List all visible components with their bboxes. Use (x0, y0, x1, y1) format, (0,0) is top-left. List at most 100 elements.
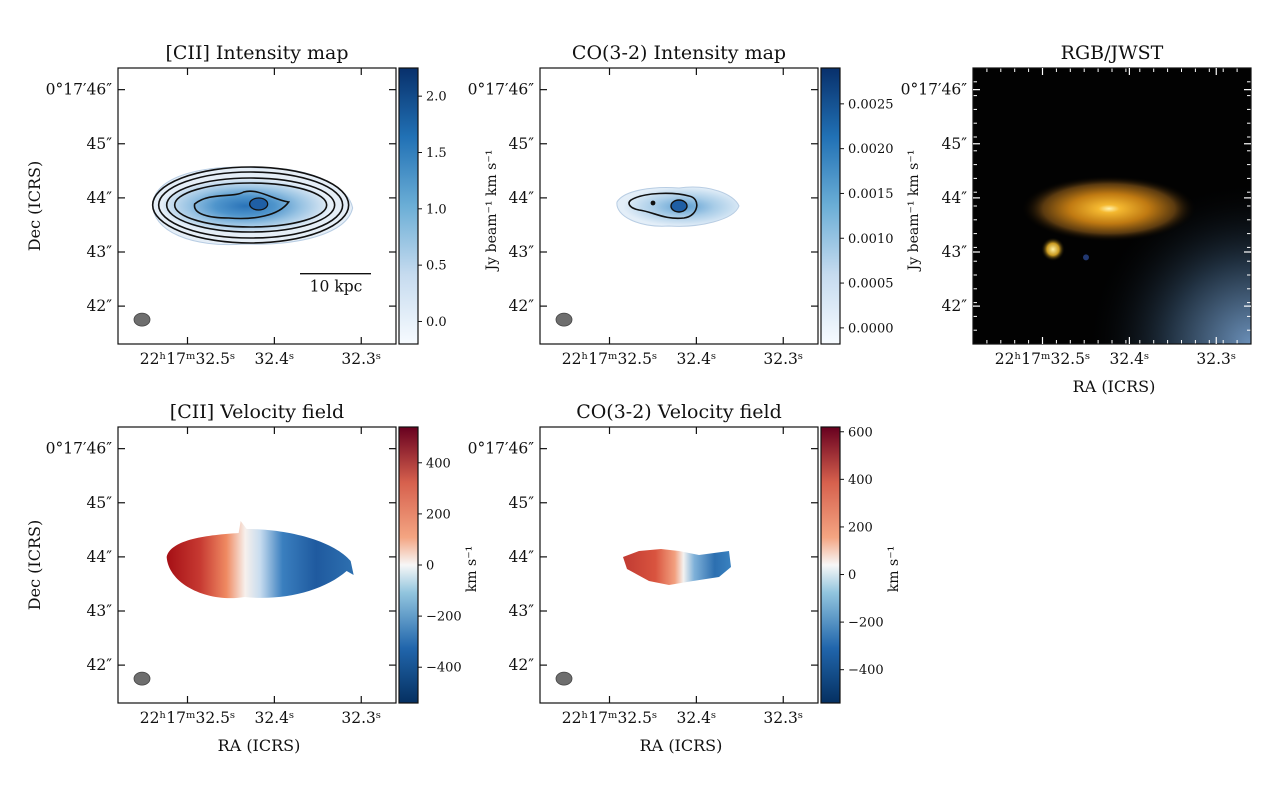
xtick-label: 32.3ˢ (341, 350, 381, 368)
y-axis-label: Dec (ICRS) (25, 161, 44, 251)
panel-title: [CII] Intensity map (165, 42, 348, 64)
ytick-label: 0°17′46″ (901, 81, 968, 99)
colorbar-label: km s⁻¹ (886, 546, 902, 592)
colorbar-tick-label: 400 (848, 473, 873, 488)
contour-inner (193, 190, 291, 220)
panel-title: [CII] Velocity field (170, 401, 344, 423)
xtick-label: 32.3ˢ (1196, 350, 1236, 368)
colorbar-tick-label: 200 (426, 507, 451, 522)
colorbar: −400 −200 0 200 400 600 km s⁻¹ (820, 425, 902, 704)
colorbar-frame (820, 67, 841, 345)
xtick-label: 32.4ˢ (677, 350, 717, 368)
xtick-label: 32.4ˢ (255, 350, 295, 368)
ytick-label: 43″ (508, 243, 534, 261)
colorbar-label: Jy beam⁻¹ km s⁻¹ (484, 150, 500, 273)
contour-0 (151, 166, 350, 244)
colorbar-tick-label: 0.0005 (848, 277, 894, 292)
colorbar-tick-label: 1.0 (426, 202, 447, 217)
ytick-label: 42″ (508, 656, 534, 674)
plot-frame (117, 426, 397, 704)
panel-title: CO(3-2) Velocity field (576, 401, 782, 423)
xtick-label: 32.3ˢ (763, 350, 803, 368)
colorbar-gradient (821, 427, 840, 703)
colorbar-tick-label: 200 (848, 520, 873, 535)
velocity-map (623, 549, 731, 585)
ytick-label: 42″ (941, 297, 967, 315)
colorbar-frame (398, 67, 419, 345)
plot-frame (972, 67, 1252, 345)
colorbar-tick-label: 2.0 (426, 90, 447, 105)
x-axis-label: RA (ICRS) (218, 736, 301, 755)
colorbar-gradient (821, 68, 840, 344)
ytick-label: 44″ (508, 189, 534, 207)
colorbar: 0.0 0.5 1.0 1.5 2.0 Jy beam⁻¹ km s⁻¹ (398, 67, 500, 345)
xtick-label: 22ʰ17ᵐ32.5ˢ (140, 709, 235, 727)
plot-frame (539, 67, 819, 345)
ytick-label: 43″ (508, 602, 534, 620)
blue-source (1083, 254, 1089, 261)
contour-3 (173, 182, 328, 228)
galaxy-image (1021, 175, 1197, 242)
colorbar-gradient (399, 68, 418, 344)
colorbar-tick-label: 1.5 (426, 146, 447, 161)
companion-source (1041, 237, 1065, 262)
colorbar-frame (820, 426, 841, 704)
ytick-label: 0°17′46″ (46, 81, 113, 99)
contour-peak (670, 199, 688, 213)
ytick-label: 45″ (86, 494, 112, 512)
colorbar-tick-label: 0.0000 (848, 321, 894, 336)
xtick-label: 32.3ˢ (763, 709, 803, 727)
ytick-label: 42″ (508, 297, 534, 315)
colorbar-tick-label: 0.0015 (848, 187, 894, 202)
panel-cii-intensity: [CII] Intensity map 10 kpc 0°17′46″ 45″ 44″ 4… (25, 42, 500, 368)
xtick-label: 22ʰ17ᵐ32.5ˢ (562, 709, 657, 727)
scalebar-label: 10 kpc (310, 278, 363, 296)
colorbar-tick-label: 0 (848, 568, 856, 583)
plot-frame (117, 67, 397, 345)
colorbar-tick-label: −200 (848, 616, 884, 631)
beam-ellipse (133, 671, 151, 686)
ytick-label: 0°17′46″ (468, 81, 535, 99)
panel-co-intensity: CO(3-2) Intensity map 0°17′46″ 45″ 44″ 43″ 42… (468, 42, 922, 368)
panel-title: CO(3-2) Intensity map (572, 42, 786, 64)
ytick-label: 45″ (508, 135, 534, 153)
contour-0 (628, 192, 698, 220)
beam-ellipse (555, 671, 573, 686)
xtick-label: 22ʰ17ᵐ32.5ˢ (140, 350, 235, 368)
x-axis-label: RA (ICRS) (1073, 377, 1156, 396)
colorbar-label: Jy beam⁻¹ km s⁻¹ (906, 150, 922, 273)
contour-2 (165, 177, 336, 233)
ytick-label: 42″ (86, 297, 112, 315)
panel-title: RGB/JWST (1061, 42, 1164, 64)
colorbar-tick-label: −400 (848, 663, 884, 678)
ytick-label: 44″ (508, 548, 534, 566)
y-axis-label: Dec (ICRS) (25, 520, 44, 610)
contour-dot (650, 200, 656, 206)
ytick-label: 44″ (941, 189, 967, 207)
beam-ellipse (133, 312, 151, 327)
colorbar: −400 −200 0 200 400 km s⁻¹ (398, 426, 480, 704)
contour-peak (249, 197, 269, 211)
ytick-label: 0°17′46″ (46, 440, 113, 458)
panel-co-velocity: CO(3-2) Velocity field 0°17′46″ 45″ 44″ 43″ 4… (468, 401, 902, 755)
ytick-label: 44″ (86, 548, 112, 566)
contour-1 (157, 171, 344, 239)
ytick-label: 43″ (941, 243, 967, 261)
beam-ellipse (555, 312, 573, 327)
ytick-label: 45″ (86, 135, 112, 153)
xtick-label: 32.4ˢ (677, 709, 717, 727)
ytick-label: 44″ (86, 189, 112, 207)
x-axis-label: RA (ICRS) (640, 736, 723, 755)
colorbar-tick-label: 600 (848, 425, 873, 440)
colorbar-tick-label: 0 (426, 559, 434, 574)
colorbar-tick-label: 0.0 (426, 315, 447, 330)
velocity-map (166, 521, 354, 599)
xtick-label: 22ʰ17ᵐ32.5ˢ (995, 350, 1090, 368)
panel-rgb-jwst: RGB/JWST 0°17′46″ 45″ 44″ 43″ 42″ 22ʰ17ᵐ32.5ˢ 3… (901, 42, 1252, 396)
colorbar-tick-label: −200 (426, 610, 462, 625)
plot-frame (539, 426, 819, 704)
colorbar-tick-label: 400 (426, 456, 451, 471)
ytick-label: 45″ (941, 135, 967, 153)
xtick-label: 32.4ˢ (1110, 350, 1150, 368)
